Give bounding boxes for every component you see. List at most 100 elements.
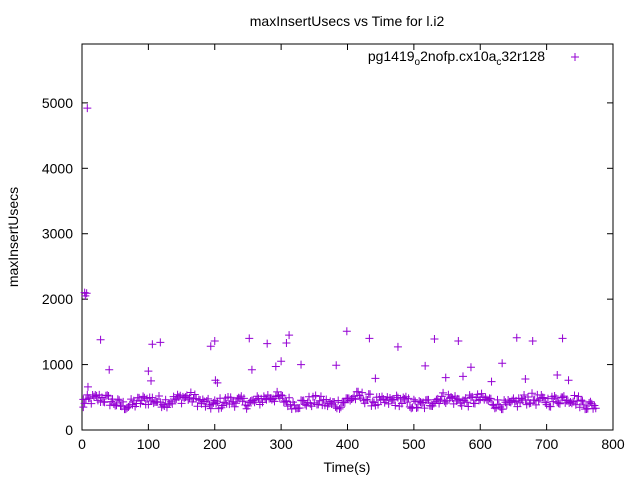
data-point — [330, 398, 339, 407]
data-point — [210, 337, 219, 346]
data-point — [559, 392, 568, 401]
y-axis: 0 1000 2000 3000 4000 5000 — [42, 95, 613, 438]
data-point — [447, 393, 456, 401]
data-point — [358, 388, 367, 397]
data-point — [421, 361, 430, 370]
data-point — [462, 398, 471, 407]
data-point — [335, 404, 344, 413]
data-point — [466, 363, 475, 372]
data-point — [115, 396, 124, 405]
legend-marker — [571, 53, 579, 61]
data-point — [486, 394, 495, 403]
data-point — [430, 335, 439, 344]
data-point — [190, 390, 199, 399]
data-point — [534, 396, 543, 405]
x-tick-label: 100 — [137, 436, 161, 452]
data-point — [437, 392, 446, 401]
data-point — [334, 396, 343, 405]
data-point — [455, 395, 464, 404]
data-point — [551, 394, 560, 403]
y-tick-label: 0 — [65, 422, 73, 438]
data-point — [528, 337, 537, 346]
x-tick-label: 200 — [203, 436, 227, 452]
data-point — [555, 399, 564, 408]
data-point — [87, 399, 96, 408]
y-tick-label: 1000 — [42, 357, 73, 373]
data-point — [80, 288, 89, 297]
data-point — [586, 397, 595, 406]
data-point — [239, 394, 248, 403]
data-point — [285, 393, 294, 402]
data-point — [311, 391, 320, 400]
y-tick-label: 2000 — [42, 291, 73, 307]
data-point — [413, 403, 422, 412]
data-point — [184, 395, 193, 404]
data-point — [553, 371, 562, 380]
data-point — [245, 334, 254, 343]
data-point — [591, 404, 600, 413]
data-point — [336, 403, 345, 412]
x-axis-label: Time(s) — [324, 459, 371, 475]
data-point — [550, 391, 559, 400]
data-point — [299, 396, 308, 405]
data-point — [271, 362, 280, 371]
data-point — [277, 391, 286, 400]
data-point — [397, 399, 406, 408]
data-point — [231, 399, 240, 408]
data-point — [454, 337, 463, 346]
data-point — [366, 390, 375, 399]
data-point — [278, 391, 287, 400]
data-point — [564, 376, 573, 385]
data-point — [154, 391, 163, 400]
data-point — [524, 392, 533, 401]
data-point — [103, 391, 112, 400]
chart-title: maxInsertUsecs vs Time for l.i2 — [250, 13, 445, 29]
data-point — [83, 104, 92, 113]
data-point — [362, 395, 371, 404]
data-point — [212, 399, 221, 408]
data-point — [578, 397, 587, 406]
data-point — [314, 400, 323, 409]
data-point — [339, 398, 348, 407]
data-point — [464, 402, 473, 411]
data-point — [198, 395, 207, 404]
data-point — [213, 378, 222, 387]
x-tick-label: 400 — [336, 436, 360, 452]
data-point — [530, 396, 539, 405]
data-points — [79, 104, 600, 414]
data-point — [404, 394, 413, 403]
data-point — [539, 393, 548, 402]
data-point — [315, 396, 324, 405]
data-point — [424, 395, 433, 404]
data-point — [226, 393, 235, 402]
data-point — [285, 331, 294, 340]
data-point — [546, 402, 555, 411]
legend-series-label: pg1419o2nofp.cx10ac32r128 — [368, 48, 545, 68]
data-point — [441, 373, 450, 382]
data-point — [579, 400, 588, 409]
data-point — [263, 339, 272, 348]
data-point — [105, 365, 114, 374]
data-point — [490, 404, 499, 413]
data-point — [206, 404, 215, 413]
data-point — [185, 393, 194, 402]
data-point — [161, 395, 170, 404]
data-point — [144, 367, 153, 376]
x-tick-label: 0 — [78, 436, 86, 452]
data-point — [392, 391, 401, 400]
y-tick-label: 3000 — [42, 226, 73, 242]
x-tick-label: 700 — [535, 436, 559, 452]
data-point — [363, 396, 372, 405]
data-point — [512, 333, 521, 342]
data-point — [436, 396, 445, 405]
data-point — [420, 404, 429, 413]
legend-marker-glyph — [571, 53, 579, 61]
data-point — [477, 389, 486, 398]
y-axis-label: maxInsertUsecs — [5, 187, 21, 287]
data-point — [147, 376, 156, 385]
data-point — [201, 402, 210, 411]
data-point — [374, 400, 383, 409]
data-point — [277, 357, 286, 366]
data-point — [409, 395, 418, 404]
